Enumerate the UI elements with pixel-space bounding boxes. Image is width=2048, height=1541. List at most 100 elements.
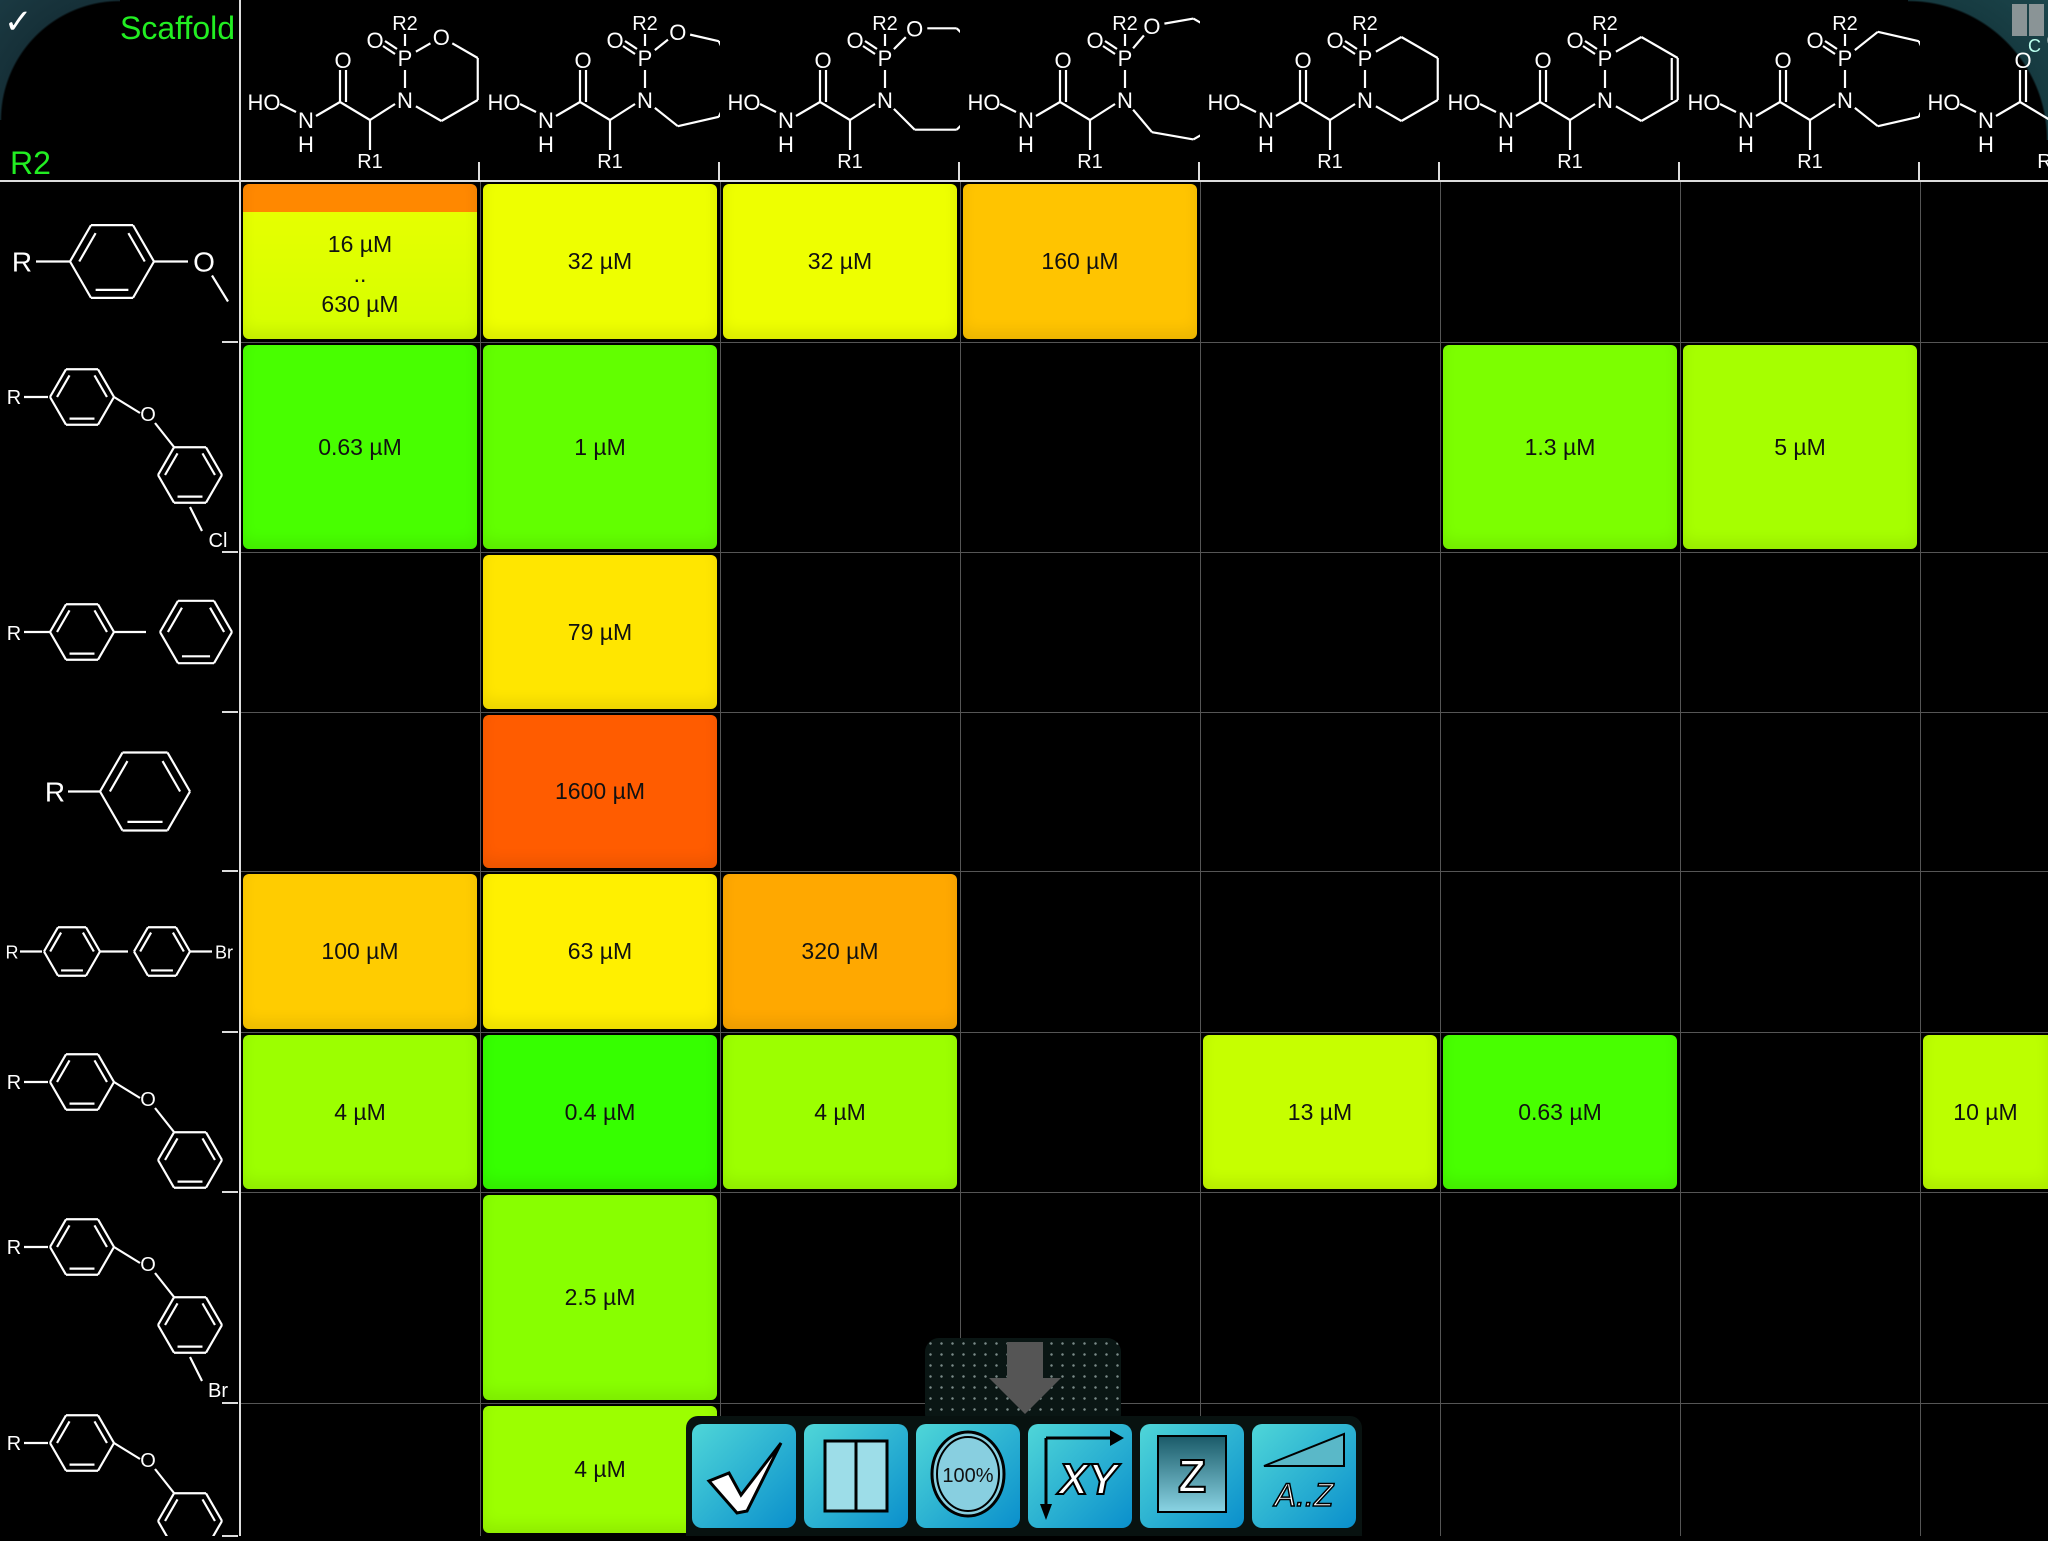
activity-cell[interactable]: 4 µM [483,1406,717,1533]
header-tick [478,162,480,180]
cell-value-line: 0.63 µM [1518,1098,1602,1125]
grid-row-line [240,342,2048,343]
atom-label: R1 [1077,151,1103,173]
activity-cell[interactable]: 32 µM [723,184,957,339]
activity-cell[interactable]: 4 µM [243,1035,477,1189]
atom-label: R1 [597,151,623,173]
zoom-label: 100% [942,1465,993,1487]
split-toggle-icon[interactable] [2012,4,2044,36]
activity-cell[interactable]: 5 µM [1683,345,1917,549]
zoom-100-button[interactable]: 100% [916,1424,1020,1528]
cell-value: 32 µM [808,248,872,275]
select-all-button[interactable] [692,1424,796,1528]
row-tick [222,341,238,343]
atom-label: R1 [837,151,863,173]
done-checkmark-icon[interactable]: ✓ [4,3,33,41]
atom-label: P [398,46,413,71]
activity-cell[interactable]: 0.63 µM [243,345,477,549]
cell-value-line: 4 µM [574,1456,626,1482]
atom-label: HO [488,90,521,115]
cell-value: 320 µM [801,938,878,965]
atom-label: N [1357,88,1373,113]
sort-button[interactable]: A..Z [1252,1424,1356,1528]
scaffold-header-5[interactable]: HO N H O R1 N P R2 O [1200,0,1440,180]
atom-label: O [1806,28,1823,53]
scaffold-header-3[interactable]: HO N H O R1 N P R2 O O [720,0,988,180]
cell-value: 4 µM [814,1099,866,1126]
atom-label: P [878,46,893,71]
atom-label: P [1358,46,1373,71]
activity-cell[interactable]: 16 µM.. 630 µM [243,184,477,339]
r2-header-4[interactable]: R [0,712,238,872]
split-view-button[interactable] [804,1424,908,1528]
r2-header-5[interactable]: R Br [0,871,238,1033]
atom-label: R1 [1557,151,1583,173]
activity-cell[interactable]: 4 µM [723,1035,957,1189]
scaffold-header-7[interactable]: HO N H O R1 N P R2 O [1680,0,1938,180]
grid-column-line [1440,181,1441,1536]
atom-label: O [846,28,863,53]
cell-value: 16 µM.. 630 µM [321,229,398,319]
activity-cell[interactable]: 1600 µM [483,715,717,868]
r2-header-7[interactable]: R O Br [0,1192,238,1404]
r2-header-2[interactable]: R O Cl [0,342,238,553]
activity-cell[interactable]: 1 µM [483,345,717,549]
atom-label: O [2014,48,2031,73]
activity-cell[interactable]: 10 µM [1923,1035,2048,1189]
activity-cell[interactable]: 0.63 µM [1443,1035,1677,1189]
atom-label: Br [208,1380,228,1402]
atom-label: R1 [2037,151,2048,173]
atom-label: N [397,88,413,113]
row-tick [222,1402,238,1404]
scaffold-header-2[interactable]: HO N H O R1 N P R2 O O [480,0,738,180]
scaffold-header-4[interactable]: HO N H O R1 N P R2 O O [960,0,1246,180]
cell-value-line: 100 µM [321,938,399,964]
atom-label: O [1774,48,1791,73]
z-value-button[interactable]: Z [1140,1424,1244,1528]
grid-column-line [1680,181,1681,1536]
atom-label: R2 [1352,13,1378,35]
checkmark-icon [699,1429,789,1524]
activity-cell[interactable]: 100 µM [243,874,477,1029]
atom-label: R [7,387,21,409]
activity-cell[interactable]: 32 µM [483,184,717,339]
cell-value: 0.4 µM [565,1099,636,1126]
activity-cell[interactable]: 1.3 µM [1443,345,1677,549]
atom-label: R2 [872,13,898,35]
atom-label: H [778,132,794,157]
atom-label: N [1498,108,1514,133]
atom-label: HO [1448,90,1481,115]
activity-cell[interactable]: 160 µM [963,184,1197,339]
grid-row-line [240,1403,2048,1404]
cell-value: 100 µM [321,938,398,965]
cell-value-line: 32 µM [567,248,633,274]
scaffold-header-6[interactable]: HO N H O R1 N P R2 O [1440,0,1680,180]
atom-label: O [1294,48,1311,73]
activity-cell[interactable]: 63 µM [483,874,717,1029]
swap-axes-button[interactable]: XY [1028,1424,1132,1528]
zoom-100-icon: 100% [920,1426,1016,1527]
activity-cell[interactable]: 79 µM [483,555,717,709]
corner-decoration [0,0,120,120]
r2-axis-label: R2 [10,145,51,181]
activity-cell[interactable]: 2.5 µM [483,1195,717,1400]
activity-cell[interactable]: 0.4 µM [483,1035,717,1189]
atom-label: N [298,108,314,133]
atom-label: HO [1928,90,1961,115]
cell-value-line: 63 µM [567,938,633,964]
cell-value: 13 µM [1288,1099,1352,1126]
atom-label: P [1118,46,1133,71]
row-tick [222,1031,238,1033]
activity-cell[interactable]: 320 µM [723,874,957,1029]
atom-label: Br [215,943,233,963]
scaffold-header-1[interactable]: HO N H O R1 N P R2 O O [240,0,480,180]
cell-value-line: 0.4 µM [564,1098,636,1125]
atom-label: N [877,88,893,113]
r2-header-3[interactable]: R [0,552,238,713]
activity-cell[interactable]: 13 µM [1203,1035,1437,1189]
cell-value: 32 µM [568,248,632,275]
